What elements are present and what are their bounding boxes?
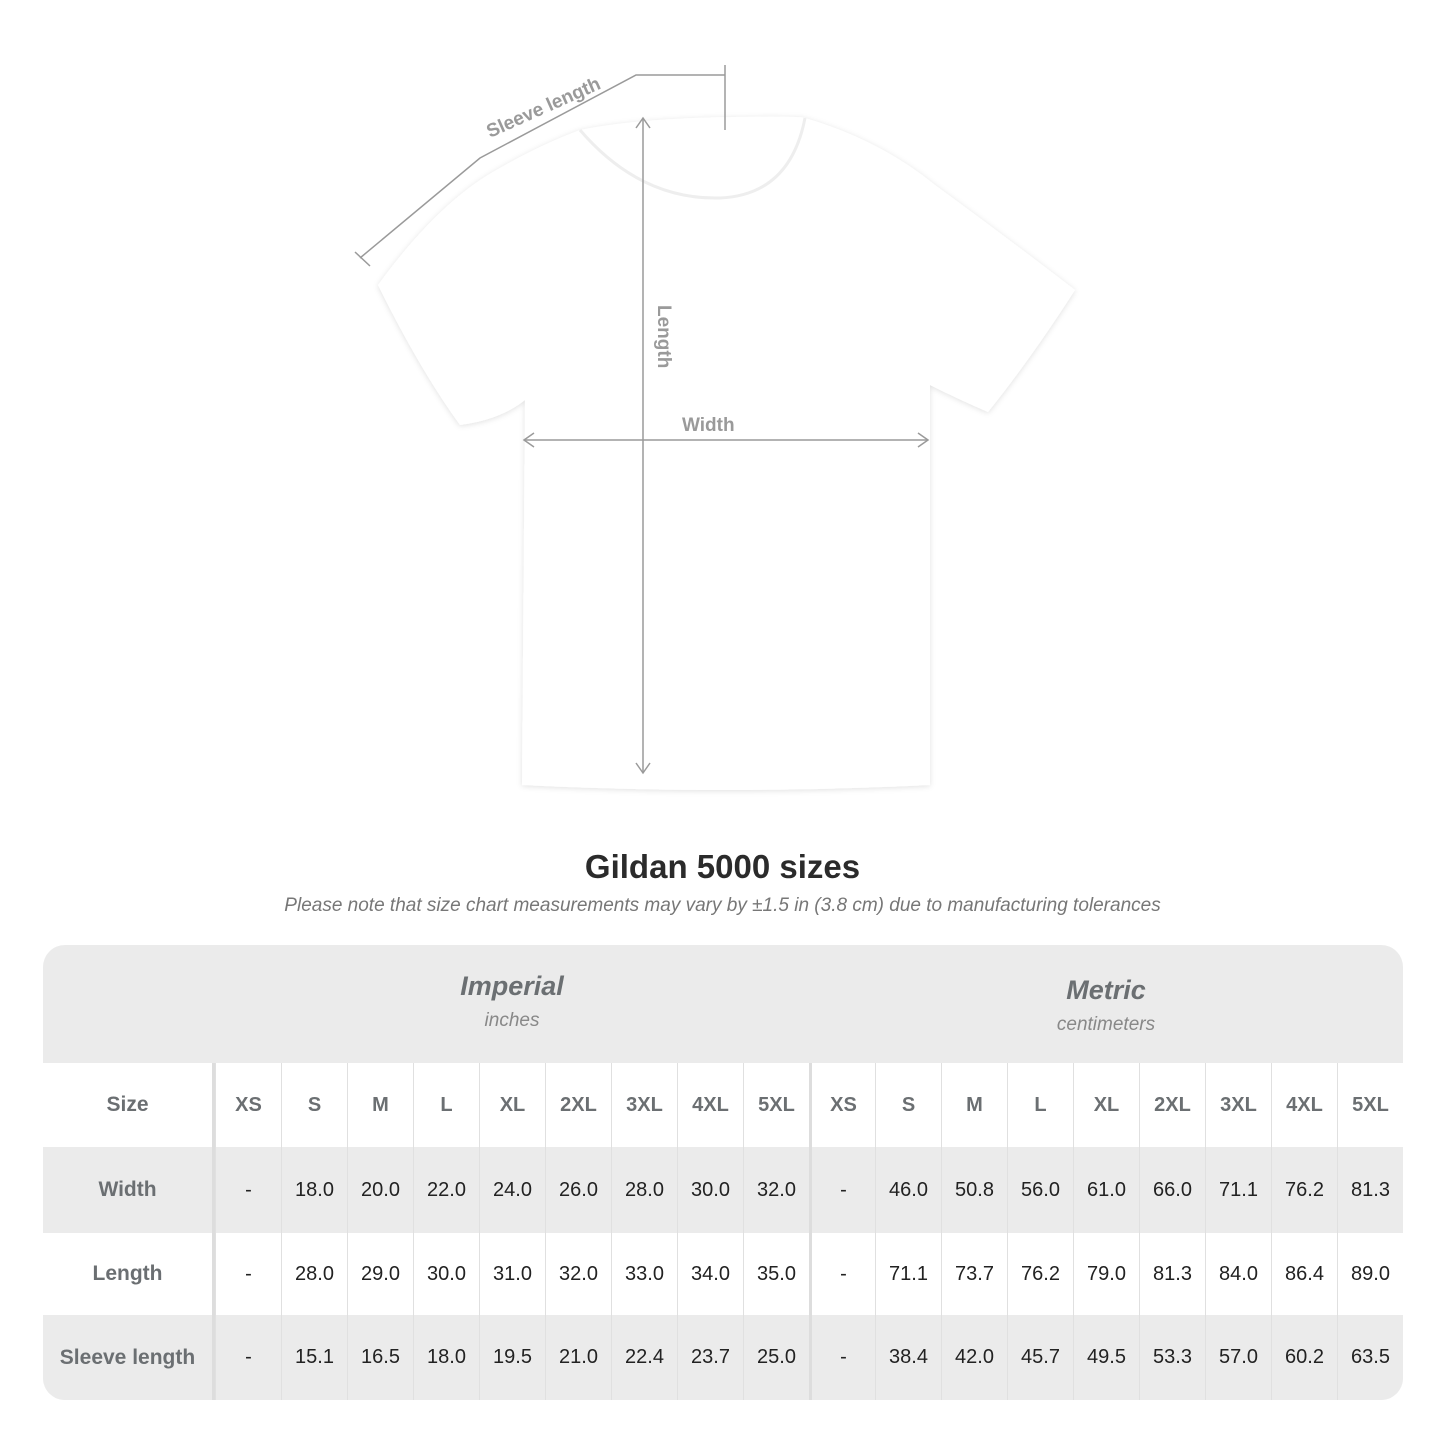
value-cell-metric: 81.3 bbox=[1139, 1233, 1205, 1315]
value-cell-metric: 86.4 bbox=[1271, 1233, 1337, 1315]
value-cell-imperial: 22.0 bbox=[413, 1147, 479, 1233]
value-cell-imperial: 32.0 bbox=[545, 1233, 611, 1315]
value-cell-metric: 50.8 bbox=[941, 1147, 1007, 1233]
row-label: Width bbox=[43, 1147, 215, 1233]
imperial-unit: inches bbox=[484, 1010, 540, 1031]
value-cell-metric: 76.2 bbox=[1271, 1147, 1337, 1233]
size-header-metric: 4XL bbox=[1271, 1063, 1337, 1147]
size-header-imperial: L bbox=[413, 1063, 479, 1147]
value-cell-metric: 76.2 bbox=[1007, 1233, 1073, 1315]
value-cell-metric: 66.0 bbox=[1139, 1147, 1205, 1233]
row-label: Sleeve length bbox=[43, 1315, 215, 1400]
value-cell-metric: 71.1 bbox=[1205, 1147, 1271, 1233]
collar bbox=[578, 117, 807, 200]
value-cell-metric: - bbox=[809, 1147, 875, 1233]
size-header-metric: L bbox=[1007, 1063, 1073, 1147]
table-row: Width -18.0 20.0 22.0 24.0 26.0 28.0 30.0 32.0-4… bbox=[43, 1147, 1403, 1233]
value-cell-imperial: 23.7 bbox=[677, 1315, 743, 1400]
size-header-imperial: 5XL bbox=[743, 1063, 809, 1147]
width-label: Width bbox=[682, 415, 735, 436]
size-header-metric: 5XL bbox=[1337, 1063, 1403, 1147]
size-header-imperial: S bbox=[281, 1063, 347, 1147]
value-cell-metric: 46.0 bbox=[875, 1147, 941, 1233]
size-header-metric: XS bbox=[809, 1063, 875, 1147]
value-cell-metric: - bbox=[809, 1233, 875, 1315]
value-cell-imperial: 20.0 bbox=[347, 1147, 413, 1233]
value-cell-metric: 38.4 bbox=[875, 1315, 941, 1400]
value-cell-imperial: - bbox=[215, 1147, 281, 1233]
size-header-metric: S bbox=[875, 1063, 941, 1147]
row-label: Size bbox=[43, 1063, 215, 1147]
value-cell-metric: 73.7 bbox=[941, 1233, 1007, 1315]
value-cell-metric: 60.2 bbox=[1271, 1315, 1337, 1400]
value-cell-metric: 79.0 bbox=[1073, 1233, 1139, 1315]
value-cell-imperial: - bbox=[215, 1233, 281, 1315]
size-header-imperial: 3XL bbox=[611, 1063, 677, 1147]
size-table: Imperial inches Metric centimeters Size X… bbox=[43, 945, 1403, 1400]
measure-lines bbox=[354, 65, 930, 775]
size-header-imperial: XL bbox=[479, 1063, 545, 1147]
length-label: Length bbox=[653, 305, 674, 368]
value-cell-imperial: 35.0 bbox=[743, 1233, 809, 1315]
value-cell-metric: 45.7 bbox=[1007, 1315, 1073, 1400]
row-label: Length bbox=[43, 1233, 215, 1315]
tshirt-diagram: Sleeve length Length Width bbox=[354, 65, 1075, 790]
value-cell-metric: 84.0 bbox=[1205, 1233, 1271, 1315]
value-cell-imperial: 34.0 bbox=[677, 1233, 743, 1315]
size-header-imperial: 2XL bbox=[545, 1063, 611, 1147]
size-header-metric: 3XL bbox=[1205, 1063, 1271, 1147]
size-header-metric: XL bbox=[1073, 1063, 1139, 1147]
value-cell-imperial: 24.0 bbox=[479, 1147, 545, 1233]
value-cell-imperial: 18.0 bbox=[413, 1315, 479, 1400]
imperial-header: Imperial inches bbox=[215, 971, 809, 1089]
value-cell-imperial: 32.0 bbox=[743, 1147, 809, 1233]
imperial-title: Imperial bbox=[460, 971, 564, 1001]
value-cell-imperial: 19.5 bbox=[479, 1315, 545, 1400]
value-cell-metric: - bbox=[809, 1315, 875, 1400]
value-cell-metric: 42.0 bbox=[941, 1315, 1007, 1400]
table-row: Length -28.0 29.0 30.0 31.0 32.0 33.0 34.0 35.0-… bbox=[43, 1233, 1403, 1315]
page-title: Gildan 5000 sizes bbox=[584, 848, 861, 885]
size-header-row: Size XS S M L XL 2XL 3XL 4XL 5XL XS S M L XL 2XL 3XL 4XL 5… bbox=[43, 1063, 1403, 1147]
size-header-metric: M bbox=[941, 1063, 1007, 1147]
value-cell-imperial: 33.0 bbox=[611, 1233, 677, 1315]
value-cell-metric: 89.0 bbox=[1337, 1233, 1403, 1315]
value-cell-imperial: 30.0 bbox=[413, 1233, 479, 1315]
metric-header: Metric centimeters bbox=[809, 975, 1403, 1093]
value-cell-metric: 71.1 bbox=[875, 1233, 941, 1315]
table-row: Sleeve length -15.1 16.5 18.0 19.5 21.0 22.4 23… bbox=[43, 1315, 1403, 1400]
value-cell-imperial: 16.5 bbox=[347, 1315, 413, 1400]
value-cell-metric: 53.3 bbox=[1139, 1315, 1205, 1400]
value-cell-metric: 57.0 bbox=[1205, 1315, 1271, 1400]
value-cell-imperial: 26.0 bbox=[545, 1147, 611, 1233]
value-cell-imperial: 28.0 bbox=[281, 1233, 347, 1315]
value-cell-imperial: 29.0 bbox=[347, 1233, 413, 1315]
value-cell-metric: 63.5 bbox=[1337, 1315, 1403, 1400]
size-header-imperial: XS bbox=[215, 1063, 281, 1147]
value-cell-metric: 61.0 bbox=[1073, 1147, 1139, 1233]
value-cell-metric: 81.3 bbox=[1337, 1147, 1403, 1233]
size-header-imperial: M bbox=[347, 1063, 413, 1147]
metric-title: Metric bbox=[1066, 975, 1146, 1005]
value-cell-metric: 56.0 bbox=[1007, 1147, 1073, 1233]
value-cell-imperial: - bbox=[215, 1315, 281, 1400]
tolerance-note: Please note that size chart measurements… bbox=[284, 895, 1161, 916]
value-cell-imperial: 22.4 bbox=[611, 1315, 677, 1400]
size-header-metric: 2XL bbox=[1139, 1063, 1205, 1147]
value-cell-imperial: 21.0 bbox=[545, 1315, 611, 1400]
value-cell-imperial: 25.0 bbox=[743, 1315, 809, 1400]
value-cell-imperial: 18.0 bbox=[281, 1147, 347, 1233]
value-cell-imperial: 28.0 bbox=[611, 1147, 677, 1233]
metric-unit: centimeters bbox=[1056, 1014, 1156, 1035]
size-header-imperial: 4XL bbox=[677, 1063, 743, 1147]
value-cell-imperial: 15.1 bbox=[281, 1315, 347, 1400]
value-cell-imperial: 31.0 bbox=[479, 1233, 545, 1315]
tshirt-image bbox=[378, 116, 1075, 790]
value-cell-imperial: 30.0 bbox=[677, 1147, 743, 1233]
value-cell-metric: 49.5 bbox=[1073, 1315, 1139, 1400]
